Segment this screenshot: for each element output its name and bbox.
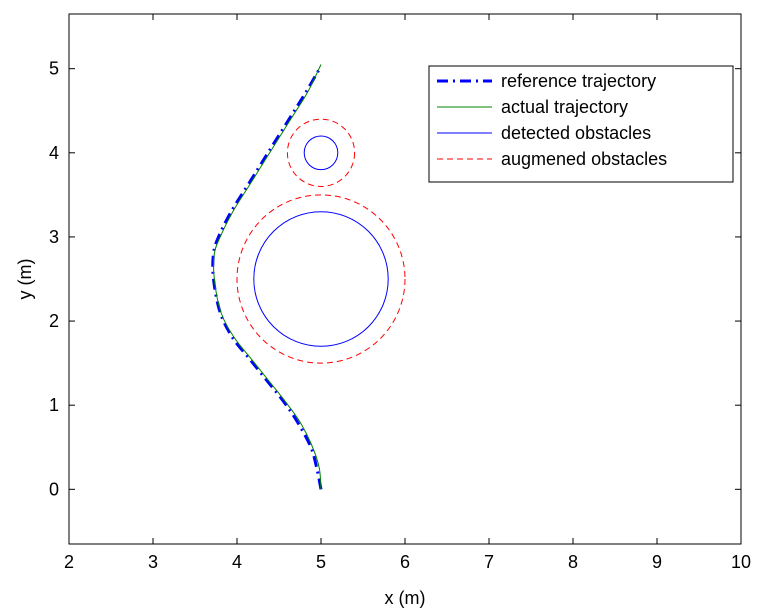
legend-label-augmened-obstacles: augmened obstacles [501,149,667,169]
circle-augmened-obstacles-1 [286,118,356,187]
x-tick-label-8: 8 [568,552,578,572]
x-tick-label-4: 4 [232,552,242,572]
x-tick-label-7: 7 [484,552,494,572]
y-axis-ticks: 0 1 2 3 4 5 [49,59,741,499]
x-axis-label: x (m) [385,588,426,608]
obstacle-layer [236,118,406,364]
legend-box [428,65,734,183]
y-tick-label-0: 0 [49,479,59,499]
x-tick-label-2: 2 [64,552,74,572]
circle-augmened-obstacles-2 [236,194,406,364]
y-axis-label: y (m) [15,259,35,300]
x-tick-label-10: 10 [731,552,751,572]
y-tick-label-1: 1 [49,395,59,415]
circle-detected-obstacles-2 [253,211,389,347]
x-axis-ticks: 2 3 4 5 6 7 8 9 10 [64,14,751,572]
y-tick-label-5: 5 [49,59,59,79]
series-line-reference-trajectory [211,65,323,490]
legend-label-actual-trajectory: actual trajectory [501,97,628,117]
y-tick-label-3: 3 [49,227,59,247]
legend: reference trajectory actual trajectory d… [428,65,734,183]
legend-label-detected-obstacles: detected obstacles [501,123,651,143]
series-layer [211,64,323,490]
circle-detected-obstacles-1 [303,135,339,171]
series-line-actual-trajectory [213,64,322,490]
legend-label-reference-trajectory: reference trajectory [501,71,656,91]
x-tick-label-3: 3 [148,552,158,572]
x-tick-label-6: 6 [400,552,410,572]
y-tick-label-4: 4 [49,143,59,163]
y-tick-label-2: 2 [49,311,59,331]
x-tick-label-9: 9 [652,552,662,572]
x-tick-label-5: 5 [316,552,326,572]
